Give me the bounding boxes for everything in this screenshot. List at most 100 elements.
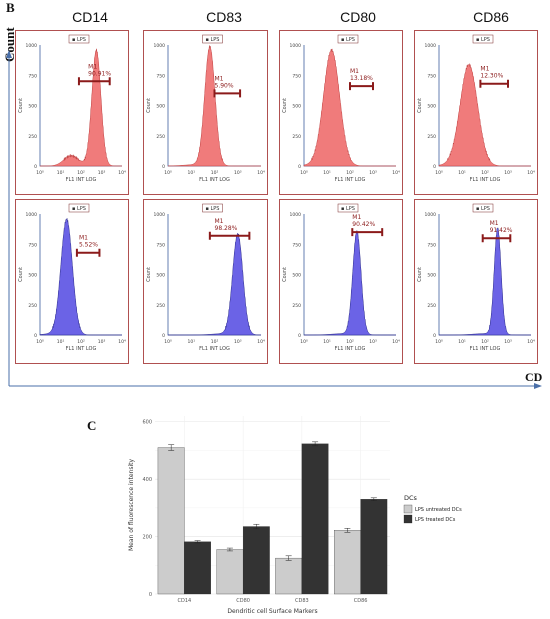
histogram-y-tick: 0 bbox=[34, 333, 37, 339]
histogram-curve bbox=[439, 227, 531, 336]
histogram-x-tick: 10⁴ bbox=[118, 170, 126, 176]
x-tick-label-cd80: CD80 bbox=[236, 598, 250, 604]
error-bar-cd86-treated bbox=[370, 497, 377, 501]
histogram-y-label: Count bbox=[417, 98, 423, 113]
gate-marker-m1 bbox=[479, 79, 509, 88]
histogram-x-tick: 10⁰ bbox=[300, 339, 308, 345]
error-bars bbox=[168, 441, 377, 561]
histogram-x-label: FL1 INT LOG bbox=[335, 346, 366, 352]
histogram-y-label: Count bbox=[18, 267, 24, 282]
histogram-y-label: Count bbox=[18, 98, 24, 113]
y-tick-label: 400 bbox=[142, 477, 152, 483]
histogram-curve bbox=[168, 232, 262, 336]
histogram-x-tick: 10² bbox=[77, 170, 85, 176]
histogram-y-tick: 1000 bbox=[290, 43, 302, 49]
y-tick-label: 0 bbox=[149, 592, 152, 598]
gate-label: M1 bbox=[352, 214, 361, 221]
histogram-y-tick: 250 bbox=[156, 303, 165, 309]
histogram-x-tick: 10² bbox=[481, 170, 489, 176]
histogram-y-tick: 250 bbox=[292, 134, 301, 140]
histogram-x-tick: 10¹ bbox=[187, 170, 195, 176]
histogram-y-tick: 750 bbox=[292, 73, 301, 79]
legend-swatch-treated bbox=[403, 514, 413, 524]
histogram-axes bbox=[39, 45, 122, 167]
panel-c-letter: C bbox=[87, 418, 97, 433]
gate-percent: 12.30% bbox=[480, 73, 503, 80]
lps-tag-label: ▪ LPS bbox=[341, 37, 355, 43]
histogram-x-tick: 10² bbox=[77, 339, 85, 345]
gate-marker-m1 bbox=[75, 248, 101, 257]
histogram-y-tick: 1000 bbox=[26, 212, 38, 218]
histogram-treated-cd80: 0 250 500 750 1000 Count 10⁰ 10¹ 10² 10³ 10⁴ FL1 IN… bbox=[279, 199, 403, 364]
bar-cd83-treated bbox=[301, 443, 329, 595]
histogram-x-tick: 10³ bbox=[98, 170, 106, 176]
histogram-treated-cd86: 0 250 500 750 1000 Count 10⁰ 10¹ 10² 10³ 10⁴ FL1 IN… bbox=[414, 199, 538, 364]
histogram-y-tick: 0 bbox=[298, 333, 301, 339]
histogram-y-tick: 500 bbox=[28, 273, 37, 279]
histogram-x-tick: 10² bbox=[211, 170, 219, 176]
gate-percent: 5.52% bbox=[79, 242, 98, 249]
histogram-y-tick: 1000 bbox=[154, 212, 166, 218]
histogram-x-label: FL1 INT LOG bbox=[470, 177, 501, 183]
gate-label: M1 bbox=[215, 75, 224, 82]
histogram-y-tick: 1000 bbox=[290, 212, 302, 218]
histogram-x-tick: 10³ bbox=[369, 170, 377, 176]
histogram-axes bbox=[438, 214, 531, 336]
bar-cd80-treated bbox=[242, 526, 270, 595]
gate-marker-m1 bbox=[349, 82, 374, 91]
lps-tag-label: ▪ LPS bbox=[72, 37, 86, 43]
histogram-curve bbox=[167, 45, 261, 167]
histogram-untreated-cd86: 0 250 500 750 1000 Count 10⁰ 10¹ 10² 10³ 10⁴ FL1 IN… bbox=[414, 30, 538, 195]
histogram-curve bbox=[303, 48, 396, 167]
legend-title: DCs bbox=[404, 494, 418, 502]
histogram-y-tick: 500 bbox=[156, 273, 165, 279]
histogram-x-tick: 10⁴ bbox=[257, 170, 265, 176]
lps-tag-box bbox=[202, 34, 223, 44]
gate-label: M1 bbox=[490, 220, 499, 227]
lps-tag-label: ▪ LPS bbox=[476, 37, 490, 43]
error-bar-cd83-untreated bbox=[285, 555, 292, 561]
gate-label: M1 bbox=[79, 235, 88, 242]
x-tick-label-cd83: CD83 bbox=[295, 598, 309, 604]
error-bar-cd86-untreated bbox=[344, 528, 351, 533]
histogram-x-tick: 10⁴ bbox=[527, 170, 535, 176]
lps-tag-box bbox=[337, 203, 359, 213]
histogram-x-tick: 10² bbox=[211, 339, 219, 345]
gate-label: M1 bbox=[88, 63, 97, 70]
gate-label: M1 bbox=[350, 68, 359, 75]
x-tick-label-cd86: CD86 bbox=[354, 598, 368, 604]
histogram-x-tick: 10⁰ bbox=[435, 170, 443, 176]
lps-tag-box bbox=[472, 203, 494, 213]
histogram-x-label: FL1 INT LOG bbox=[66, 177, 97, 183]
histogram-x-tick: 10⁰ bbox=[36, 170, 44, 176]
gate-marker-m1 bbox=[208, 231, 251, 240]
error-bar-cd80-treated bbox=[253, 523, 260, 530]
lps-tag-label: ▪ LPS bbox=[206, 206, 220, 212]
histogram-x-tick: 10¹ bbox=[57, 339, 65, 345]
histogram-y-tick: 1000 bbox=[425, 43, 437, 49]
histogram-x-tick: 10⁰ bbox=[435, 339, 443, 345]
histogram-treated-cd14: 0 250 500 750 1000 Count 10⁰ 10¹ 10² 10³ 10⁴ FL1 IN… bbox=[15, 199, 129, 364]
histogram-y-label: Count bbox=[282, 98, 288, 113]
x-tick-label-cd14: CD14 bbox=[178, 598, 192, 604]
legend-swatch-untreated bbox=[403, 504, 413, 514]
bar-cd86-untreated bbox=[334, 530, 361, 595]
histogram-untreated-cd14: 0 250 500 750 1000 Count 10⁰ 10¹ 10² 10³ 10⁴ FL1 IN… bbox=[15, 30, 129, 195]
histogram-x-label: FL1 INT LOG bbox=[199, 346, 230, 352]
histogram-y-tick: 250 bbox=[427, 134, 436, 140]
histogram-x-label: FL1 INT LOG bbox=[470, 346, 501, 352]
column-header-cd86: CD86 bbox=[473, 9, 509, 25]
gate-percent: 5.90% bbox=[215, 82, 234, 89]
histogram-y-tick: 750 bbox=[156, 242, 165, 248]
histogram-y-tick: 1000 bbox=[425, 212, 437, 218]
gate-marker-m1 bbox=[77, 77, 111, 86]
error-bar-cd14-treated bbox=[194, 540, 201, 544]
histogram-y-tick: 500 bbox=[427, 273, 436, 279]
histogram-x-label: FL1 INT LOG bbox=[199, 177, 230, 183]
gate-percent: 13.18% bbox=[350, 75, 373, 82]
error-bar-cd80-untreated bbox=[226, 547, 233, 552]
lps-tag-label: ▪ LPS bbox=[341, 206, 355, 212]
histogram-y-tick: 750 bbox=[156, 73, 165, 79]
bar-cd14-treated bbox=[184, 541, 211, 595]
y-tick-label: 200 bbox=[142, 535, 152, 541]
